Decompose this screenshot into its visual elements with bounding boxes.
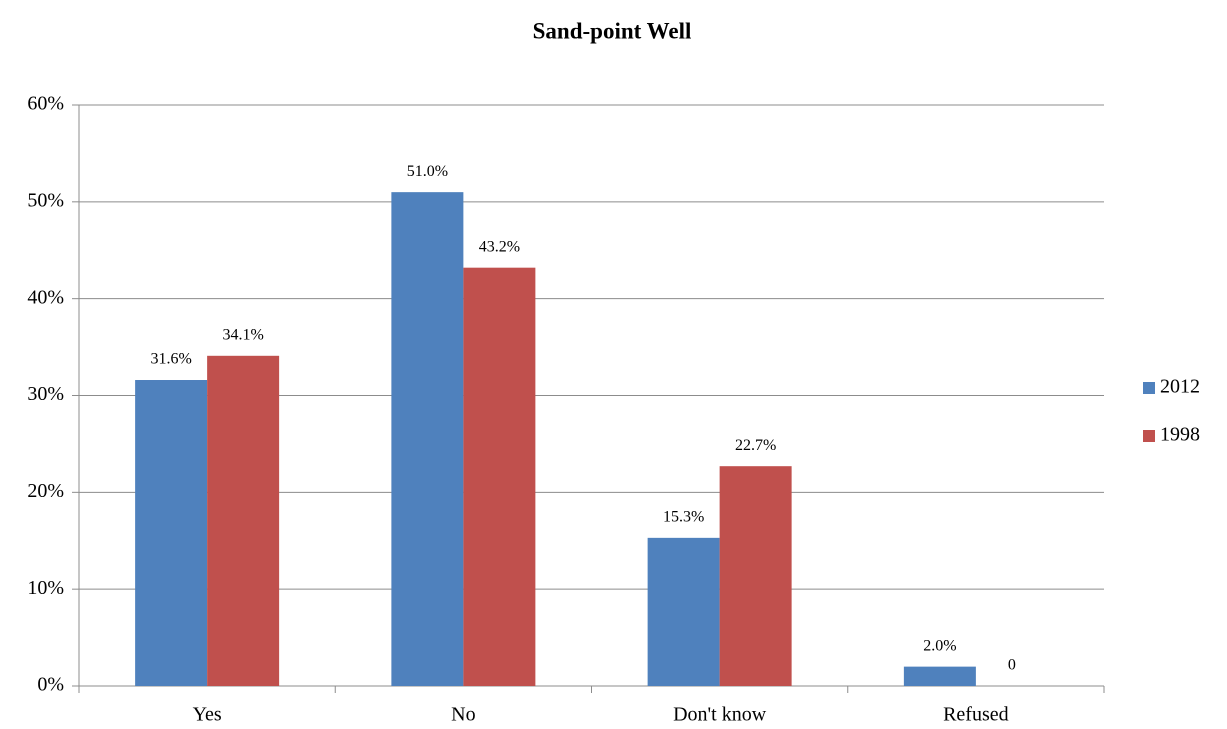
y-tick-label: 0% <box>37 674 64 696</box>
bar <box>903 666 976 686</box>
y-tick-label: 60% <box>27 93 64 115</box>
y-tick-label: 30% <box>27 383 64 405</box>
data-label: 2.0% <box>923 637 956 654</box>
data-label: 43.2% <box>479 238 520 255</box>
bar <box>647 537 720 686</box>
y-tick-label: 50% <box>27 189 64 211</box>
data-label: 51.0% <box>407 163 448 180</box>
legend-label: 1998 <box>1160 424 1200 446</box>
y-tick-label: 40% <box>27 286 64 308</box>
x-tick-label: Refused <box>943 704 1009 726</box>
y-tick-label: 10% <box>27 577 64 599</box>
data-label: 0 <box>1008 657 1016 674</box>
data-label: 34.1% <box>222 326 263 343</box>
bar <box>391 192 464 686</box>
bar <box>463 267 536 686</box>
legend-label: 2012 <box>1160 376 1200 398</box>
bar <box>207 355 280 686</box>
legend-swatch <box>1143 430 1155 442</box>
bar <box>135 380 208 686</box>
data-label: 31.6% <box>150 351 191 368</box>
x-tick-label: Don't know <box>673 704 767 726</box>
x-tick-label: Yes <box>193 704 222 726</box>
legend-swatch <box>1143 382 1155 394</box>
chart-title: Sand-point Well <box>533 18 692 43</box>
bar <box>719 466 792 686</box>
x-tick-label: No <box>451 704 475 726</box>
data-label: 22.7% <box>735 437 776 454</box>
data-label: 15.3% <box>663 509 704 526</box>
y-tick-label: 20% <box>27 480 64 502</box>
